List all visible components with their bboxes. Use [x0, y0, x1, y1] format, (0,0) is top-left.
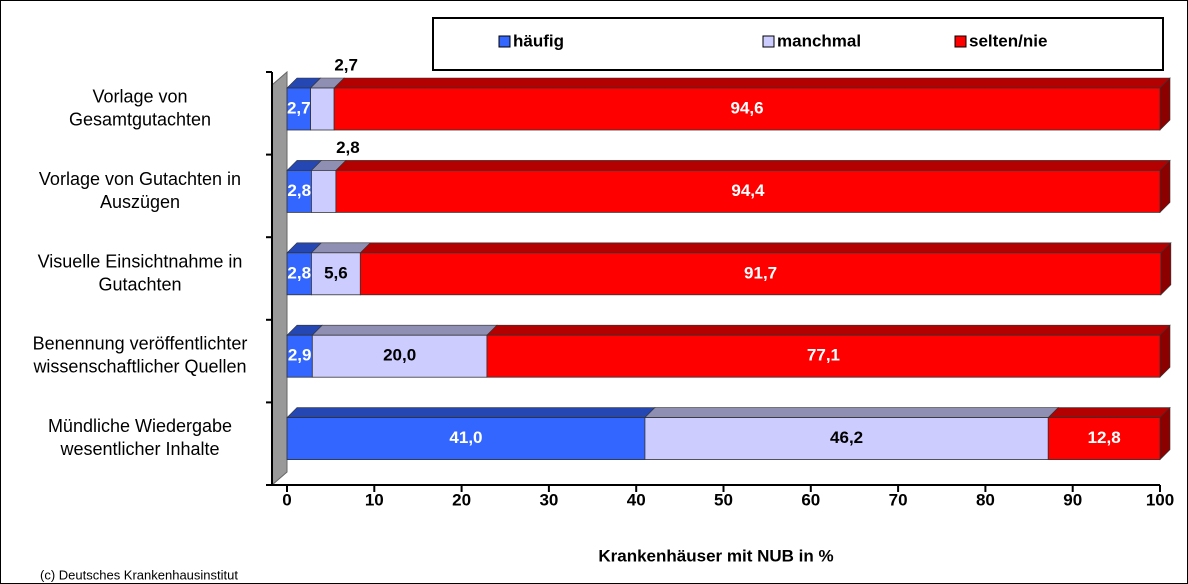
legend-swatch: [762, 35, 775, 48]
x-tick-label: 10: [365, 490, 384, 509]
value-label: 2,7: [334, 55, 358, 74]
category-label: Vorlage von Gutachten in Auszügen: [39, 169, 241, 212]
x-tick-label: 20: [452, 490, 471, 509]
legend-label: häufig: [513, 31, 564, 50]
value-label: 94,6: [731, 98, 764, 117]
bar: [335, 169, 1161, 213]
category-label: Visuelle Einsichtnahme in Gutachten: [38, 251, 243, 294]
x-tick-label: 90: [1063, 490, 1082, 509]
bar: [286, 169, 312, 213]
bar-top: [333, 77, 1171, 89]
legend-box: [432, 17, 1164, 71]
bar: [311, 169, 337, 213]
value-label: 2,7: [287, 98, 311, 117]
bar: [311, 334, 488, 378]
footnote: (c) Deutsches Krankenhausinstitut: [40, 567, 238, 582]
bar-top: [359, 242, 1172, 254]
x-tick-label: 60: [801, 490, 820, 509]
value-label: 46,2: [830, 428, 863, 447]
x-tick-label: 80: [976, 490, 995, 509]
value-label: 41,0: [449, 428, 482, 447]
back-wall: [271, 70, 288, 487]
value-label: 5,6: [324, 263, 348, 282]
bar: [286, 334, 313, 378]
x-tick-label: 40: [627, 490, 646, 509]
value-label: 20,0: [383, 346, 416, 365]
bar-top: [311, 324, 498, 336]
value-label: 2,8: [287, 181, 311, 200]
value-label: 2,9: [288, 346, 312, 365]
x-tick-label: 70: [889, 490, 908, 509]
x-tick-label: 0: [282, 490, 291, 509]
bar-top: [286, 407, 656, 418]
bar-top: [1047, 407, 1171, 418]
bar-top: [335, 160, 1171, 171]
bar: [333, 87, 1161, 131]
bar: [1047, 417, 1161, 461]
bar-top: [644, 407, 1059, 418]
legend-swatch: [954, 35, 967, 48]
bar: [286, 252, 312, 296]
value-label: 2,8: [336, 138, 360, 157]
bar: [486, 334, 1161, 378]
value-label: 2,8: [287, 263, 311, 282]
category-label: Vorlage von Gesamtgutachten: [69, 86, 211, 129]
x-axis-title: Krankenhäuser mit NUB in %: [598, 546, 833, 565]
legend-label: selten/nie: [969, 31, 1047, 50]
legend-label: manchmal: [777, 31, 861, 50]
x-tick-label: 30: [539, 490, 558, 509]
value-label: 77,1: [807, 346, 840, 365]
bar-top: [486, 324, 1171, 336]
value-label: 94,4: [731, 181, 765, 200]
value-label: 12,8: [1088, 428, 1121, 447]
x-tick-label: 100: [1146, 490, 1174, 509]
x-tick-label: 50: [714, 490, 733, 509]
bar: [311, 252, 361, 296]
bar: [310, 87, 335, 131]
category-label: Mündliche Wiedergabe wesentlicher Inhalte: [48, 416, 232, 459]
category-label: Benennung veröffentlichter wissenschaftli…: [32, 333, 247, 376]
legend-swatch: [498, 35, 511, 48]
bar: [359, 252, 1162, 296]
value-label: 91,7: [744, 263, 777, 282]
